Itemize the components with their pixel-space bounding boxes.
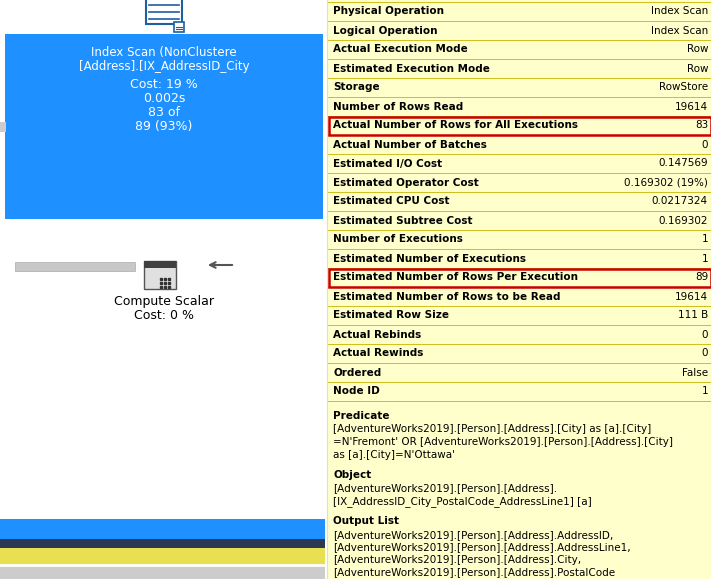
- Text: Estimated CPU Cost: Estimated CPU Cost: [333, 196, 449, 207]
- Bar: [328, 306, 711, 325]
- Text: Logical Operation: Logical Operation: [333, 25, 437, 35]
- Text: Estimated Number of Executions: Estimated Number of Executions: [333, 254, 526, 263]
- Bar: [328, 269, 710, 287]
- Bar: [328, 59, 711, 78]
- Text: RowStore: RowStore: [659, 82, 708, 93]
- Text: Row: Row: [687, 45, 708, 54]
- Bar: [328, 363, 711, 382]
- Bar: [0, 539, 325, 548]
- Bar: [15, 262, 135, 271]
- Text: Number of Rows Read: Number of Rows Read: [333, 101, 464, 112]
- Bar: [0, 548, 325, 565]
- Bar: [328, 268, 711, 287]
- Text: [AdventureWorks2019].[Person].[Address].City,: [AdventureWorks2019].[Person].[Address].…: [333, 555, 581, 565]
- Text: 1: 1: [701, 387, 708, 397]
- Bar: [328, 78, 711, 97]
- Bar: [328, 21, 711, 40]
- Bar: [328, 344, 711, 363]
- Text: Estimated Row Size: Estimated Row Size: [333, 310, 449, 321]
- Text: 83 of: 83 of: [148, 106, 180, 119]
- Text: Index Scan: Index Scan: [651, 6, 708, 16]
- Text: Node ID: Node ID: [333, 387, 380, 397]
- Bar: [144, 261, 176, 268]
- Bar: [0, 0, 328, 579]
- Text: Actual Rewinds: Actual Rewinds: [333, 349, 423, 358]
- Text: [AdventureWorks2019].[Person].[Address].PostalCode: [AdventureWorks2019].[Person].[Address].…: [333, 567, 615, 577]
- Text: Actual Execution Mode: Actual Execution Mode: [333, 45, 468, 54]
- Text: Estimated Number of Rows Per Execution: Estimated Number of Rows Per Execution: [333, 273, 578, 283]
- Bar: [5, 34, 323, 219]
- Text: [AdventureWorks2019].[Person].[Address].AddressID,: [AdventureWorks2019].[Person].[Address].…: [333, 530, 614, 540]
- Bar: [328, 135, 711, 154]
- Bar: [0, 122, 6, 132]
- Bar: [146, 0, 182, 24]
- Text: 0.147569: 0.147569: [658, 159, 708, 168]
- Text: Actual Number of Batches: Actual Number of Batches: [333, 140, 487, 149]
- Text: Predicate: Predicate: [333, 411, 390, 421]
- Bar: [328, 249, 711, 268]
- Text: 19614: 19614: [675, 291, 708, 302]
- Bar: [0, 519, 325, 539]
- Bar: [328, 173, 711, 192]
- Text: Storage: Storage: [333, 82, 380, 93]
- Text: [Address].[IX_AddressID_City: [Address].[IX_AddressID_City: [79, 60, 250, 73]
- Text: 0: 0: [702, 349, 708, 358]
- Text: Estimated I/O Cost: Estimated I/O Cost: [333, 159, 442, 168]
- Text: 0.002s: 0.002s: [143, 92, 185, 105]
- Bar: [144, 261, 176, 289]
- Text: 1: 1: [701, 234, 708, 244]
- Text: Physical Operation: Physical Operation: [333, 6, 444, 16]
- Text: Cost: 19 %: Cost: 19 %: [130, 78, 198, 91]
- Text: 1: 1: [701, 254, 708, 263]
- Bar: [328, 154, 711, 173]
- Bar: [328, 230, 711, 249]
- Text: 19614: 19614: [675, 101, 708, 112]
- Bar: [328, 401, 711, 579]
- Text: [AdventureWorks2019].[Person].[Address].AddressLine1,: [AdventureWorks2019].[Person].[Address].…: [333, 543, 631, 552]
- Text: Ordered: Ordered: [333, 368, 381, 378]
- Text: Estimated Execution Mode: Estimated Execution Mode: [333, 64, 490, 74]
- Bar: [328, 2, 711, 21]
- Text: [IX_AddressID_City_PostalCode_AddressLine1] [a]: [IX_AddressID_City_PostalCode_AddressLin…: [333, 496, 592, 507]
- Text: Actual Number of Rows for All Executions: Actual Number of Rows for All Executions: [333, 120, 578, 130]
- Text: =N'Fremont' OR [AdventureWorks2019].[Person].[Address].[City]: =N'Fremont' OR [AdventureWorks2019].[Per…: [333, 437, 673, 447]
- Bar: [328, 40, 711, 59]
- Text: Estimated Operator Cost: Estimated Operator Cost: [333, 178, 479, 188]
- Text: 89: 89: [695, 273, 708, 283]
- Text: Object: Object: [333, 470, 371, 480]
- Text: 0.169302 (19%): 0.169302 (19%): [624, 178, 708, 188]
- Text: [AdventureWorks2019].[Person].[Address].: [AdventureWorks2019].[Person].[Address].: [333, 483, 557, 493]
- Bar: [328, 116, 711, 135]
- Text: False: False: [682, 368, 708, 378]
- Text: Compute Scalar: Compute Scalar: [114, 295, 214, 308]
- Text: as [a].[City]=N'Ottawa': as [a].[City]=N'Ottawa': [333, 449, 455, 460]
- Bar: [174, 22, 184, 32]
- Text: Estimated Subtree Cost: Estimated Subtree Cost: [333, 215, 473, 225]
- Text: 0: 0: [702, 140, 708, 149]
- Text: Number of Executions: Number of Executions: [333, 234, 463, 244]
- Text: Estimated Number of Rows to be Read: Estimated Number of Rows to be Read: [333, 291, 560, 302]
- Text: 0.169302: 0.169302: [658, 215, 708, 225]
- Text: [AdventureWorks2019].[Person].[Address].[City] as [a].[City]: [AdventureWorks2019].[Person].[Address].…: [333, 424, 651, 434]
- Text: 83: 83: [695, 120, 708, 130]
- Bar: [328, 287, 711, 306]
- Bar: [328, 325, 711, 344]
- Text: Index Scan (NonClustere: Index Scan (NonClustere: [91, 46, 237, 59]
- Text: 111 B: 111 B: [678, 310, 708, 321]
- Bar: [328, 211, 711, 230]
- Bar: [328, 116, 710, 134]
- Text: Row: Row: [687, 64, 708, 74]
- Bar: [328, 382, 711, 401]
- Text: Index Scan: Index Scan: [651, 25, 708, 35]
- Text: 89 (93%): 89 (93%): [135, 120, 193, 133]
- Bar: [328, 0, 711, 579]
- Text: Output List: Output List: [333, 516, 399, 526]
- Text: 0.0217324: 0.0217324: [652, 196, 708, 207]
- Text: 0: 0: [702, 329, 708, 339]
- Bar: [0, 565, 325, 579]
- Text: Cost: 0 %: Cost: 0 %: [134, 309, 194, 322]
- Bar: [328, 192, 711, 211]
- Text: Actual Rebinds: Actual Rebinds: [333, 329, 421, 339]
- Bar: [328, 97, 711, 116]
